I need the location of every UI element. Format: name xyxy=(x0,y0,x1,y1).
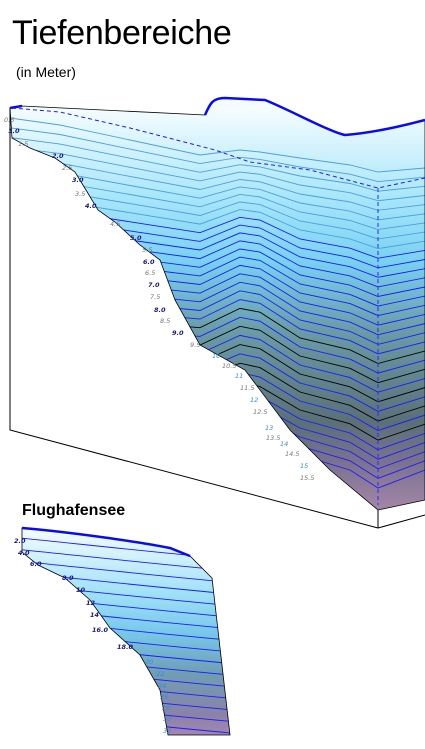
depth-label: 7.0 xyxy=(148,281,160,289)
depth-label: 2.0 xyxy=(14,537,26,545)
depth-label: 14.5 xyxy=(285,450,299,458)
depth-label: 8.0 xyxy=(154,306,166,314)
page-title: Tiefenbereiche xyxy=(12,14,232,52)
depth-label: 12.5 xyxy=(253,408,267,416)
depth-label: 1.5 xyxy=(18,140,28,148)
surface-edge xyxy=(9,96,425,137)
depth-label: 30 xyxy=(163,715,171,723)
depth-label: 13.5 xyxy=(266,434,280,442)
depth-label: 2.5 xyxy=(62,164,72,172)
contour-line xyxy=(10,185,425,240)
depth-label: 6.0 xyxy=(30,560,42,568)
shore-dashed-line xyxy=(11,107,425,189)
depth-label: 10.5 xyxy=(222,362,236,370)
depth-label: 5.5 xyxy=(142,246,152,254)
lake-body xyxy=(10,98,425,510)
depth-label: 24 xyxy=(158,682,166,690)
depth-label: 8.0 xyxy=(62,574,74,582)
depth-label: 6.0 xyxy=(143,258,155,266)
depth-label: 8.5 xyxy=(160,317,170,325)
depth-label: 0.5 xyxy=(4,116,14,124)
depth-label: 22 xyxy=(156,670,164,678)
depth-label: 5.0 xyxy=(130,234,142,242)
depth-label: 6.5 xyxy=(145,269,155,277)
depth-label: 13 xyxy=(265,424,273,432)
depth-label: 11 xyxy=(235,372,243,380)
depth-label: 4.0 xyxy=(85,202,97,210)
depth-label: 12 xyxy=(250,396,258,404)
contour-line xyxy=(10,127,425,183)
depth-label: 10 xyxy=(76,586,86,594)
depth-label: 4.0 xyxy=(18,549,30,557)
depth-label: 9.5 xyxy=(190,341,200,349)
lake2-title: Flughafensee xyxy=(22,502,125,519)
depth-label: 16.0 xyxy=(92,626,109,634)
depth-label: 15.5 xyxy=(300,474,314,482)
contour-line xyxy=(10,166,425,221)
contour-line xyxy=(10,156,425,211)
depth-label: 2.0 xyxy=(52,152,64,160)
depth-labels: 0.5 1.0 1.5 2.0 2.53.0 3.54.0 4.5 5.05.5 6.0 6.5 7… xyxy=(4,116,314,482)
contour-line xyxy=(10,146,425,202)
depth-label: 32 xyxy=(163,727,171,735)
lake2-body xyxy=(22,528,230,735)
depth-label: 3.0 xyxy=(72,176,84,184)
lake2-surface-edge xyxy=(21,526,191,558)
depth-label: 11.5 xyxy=(240,384,254,392)
lake2-contour-line xyxy=(22,734,230,735)
lake2-contour-line xyxy=(22,560,230,584)
depth-label: 12 xyxy=(86,599,96,607)
contour-line xyxy=(10,117,425,173)
depth-label: 9.0 xyxy=(172,329,184,337)
depth-label: 3.5 xyxy=(75,190,85,198)
depth-label: 20 xyxy=(145,658,153,666)
contour-line xyxy=(10,137,425,192)
page-subtitle: (in Meter) xyxy=(16,64,76,80)
depth-label: 4.5 xyxy=(110,220,120,228)
depth-label: 1.0 xyxy=(8,127,20,135)
depth-label: 7.5 xyxy=(150,293,160,301)
depth-label: 14 xyxy=(90,611,100,619)
depth-label: 14 xyxy=(280,440,288,448)
contour-line xyxy=(10,176,425,230)
depth-label: 26 xyxy=(160,693,168,701)
depth-label: 28 xyxy=(162,704,170,712)
depth-label: 18.0 xyxy=(117,643,134,651)
depth-label: 10 xyxy=(212,352,220,360)
depth-label: 15 xyxy=(300,462,308,470)
